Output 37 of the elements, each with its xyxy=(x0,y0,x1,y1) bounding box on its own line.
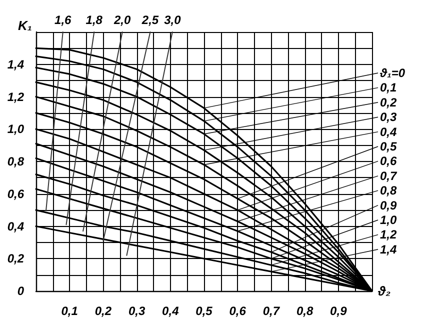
x-tick-label: 0,8 xyxy=(296,304,314,318)
y-tick-label: 0,4 xyxy=(7,219,24,234)
annotation: 1,2 xyxy=(380,228,398,242)
annotation: 1,0 xyxy=(380,213,398,227)
y-tick-label: 1,2 xyxy=(7,90,24,104)
annotation: 0,3 xyxy=(380,110,398,124)
x-tick-label: 0,9 xyxy=(330,304,348,318)
annotation: 0,5 xyxy=(380,140,398,154)
annotation: 2,0 xyxy=(113,13,132,27)
y-tick-label: 0,8 xyxy=(7,154,24,168)
annotation: 2,5 xyxy=(140,13,159,27)
annotation: 0,9 xyxy=(380,198,398,212)
x-tick-label: 0,3 xyxy=(128,304,146,318)
annotation: 0,6 xyxy=(380,154,398,168)
annotation: 1,8 xyxy=(86,13,103,27)
y-axis-title: K₁ xyxy=(18,18,32,33)
y-tick-label: 1,0 xyxy=(7,122,24,136)
x-tick-label: 0,2 xyxy=(94,304,112,318)
annotation: 3,0 xyxy=(164,13,182,27)
annotation: 0,8 xyxy=(380,184,398,198)
x-tick-label: 0,5 xyxy=(196,304,213,318)
annotation: 0,1 xyxy=(380,80,398,95)
y-tick-label: 0,2 xyxy=(7,252,24,266)
annotation: 1,4 xyxy=(380,242,398,256)
x-tick-label: 0,7 xyxy=(262,304,281,318)
annotation: 0,4 xyxy=(380,124,398,139)
x-tick-label: 0,6 xyxy=(229,304,246,318)
x-tick-label: 0,1 xyxy=(61,304,78,318)
annotation: 1,6 xyxy=(54,13,72,27)
x-tick-label: 0,4 xyxy=(162,304,180,318)
y-tick-label: 0 xyxy=(17,284,24,298)
y-tick-label: 0,6 xyxy=(7,186,24,201)
y-tick-label: 1,4 xyxy=(7,57,24,72)
annotation: ϑ₁=0 xyxy=(379,66,406,80)
annotation: 0,2 xyxy=(380,95,398,110)
x-axis-title: ϑ₂ xyxy=(377,284,391,298)
annotation: 0,7 xyxy=(380,168,398,183)
